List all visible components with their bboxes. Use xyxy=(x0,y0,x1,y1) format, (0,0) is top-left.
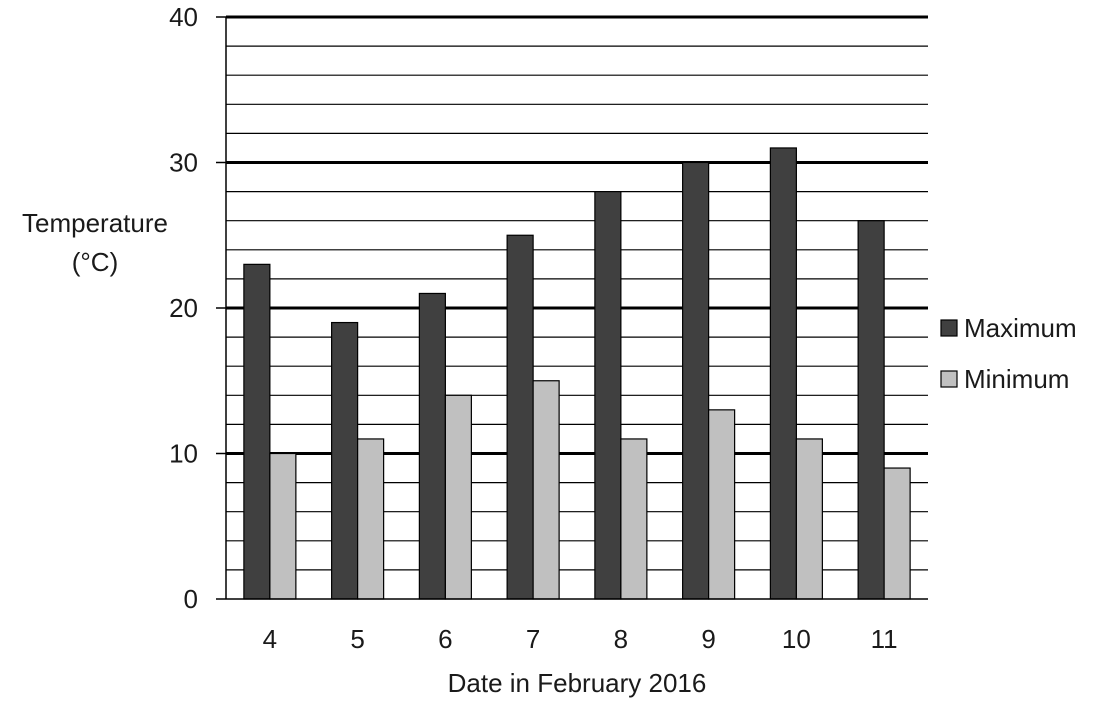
bar-maximum-10 xyxy=(769,147,797,600)
x-axis-title: Date in February 2016 xyxy=(448,668,707,698)
legend: Maximum Minimum xyxy=(940,313,1077,394)
bar-maximum-4 xyxy=(243,263,271,600)
x-tick-label: 10 xyxy=(782,624,811,654)
y-tick-label: 20 xyxy=(169,293,198,323)
y-tick-label: 0 xyxy=(184,584,198,614)
y-tick-label: 30 xyxy=(169,148,198,178)
bar-maximum-9 xyxy=(682,161,710,600)
x-tick-label: 7 xyxy=(526,624,540,654)
y-tick-labels: 0 10 20 30 40 xyxy=(169,2,226,614)
x-tick-label: 8 xyxy=(614,624,628,654)
bar-minimum-6 xyxy=(444,394,472,600)
x-tick-label: 4 xyxy=(263,624,277,654)
y-axis-title-line-2: (°C) xyxy=(72,247,119,277)
x-tick-label: 9 xyxy=(701,624,715,654)
bar-minimum-5 xyxy=(357,438,385,600)
legend-swatch-maximum xyxy=(940,319,958,337)
y-axis-title-line-1: Temperature xyxy=(22,208,168,238)
legend-label-maximum: Maximum xyxy=(964,313,1077,343)
bar-maximum-8 xyxy=(594,191,622,600)
bars xyxy=(243,147,911,600)
y-tick-label: 40 xyxy=(169,2,198,32)
bar-maximum-11 xyxy=(857,220,885,600)
x-tick-label: 11 xyxy=(871,624,898,654)
x-tick-label: 6 xyxy=(438,624,452,654)
y-axis-title: Temperature (°C) xyxy=(22,208,168,277)
bar-minimum-7 xyxy=(532,380,560,600)
bar-maximum-6 xyxy=(418,292,446,600)
x-tick-labels: 4 5 6 7 8 9 10 11 xyxy=(263,624,898,654)
x-tick-label: 5 xyxy=(350,624,364,654)
legend-swatch-minimum xyxy=(940,370,958,388)
bar-maximum-7 xyxy=(506,234,534,600)
bar-maximum-5 xyxy=(331,321,359,600)
bar-minimum-4 xyxy=(269,452,297,600)
y-tick-label: 10 xyxy=(169,439,198,469)
bar-minimum-10 xyxy=(795,438,823,600)
bar-minimum-8 xyxy=(620,438,648,600)
bar-minimum-11 xyxy=(883,467,911,600)
bar-minimum-9 xyxy=(708,409,736,600)
legend-label-minimum: Minimum xyxy=(964,364,1069,394)
